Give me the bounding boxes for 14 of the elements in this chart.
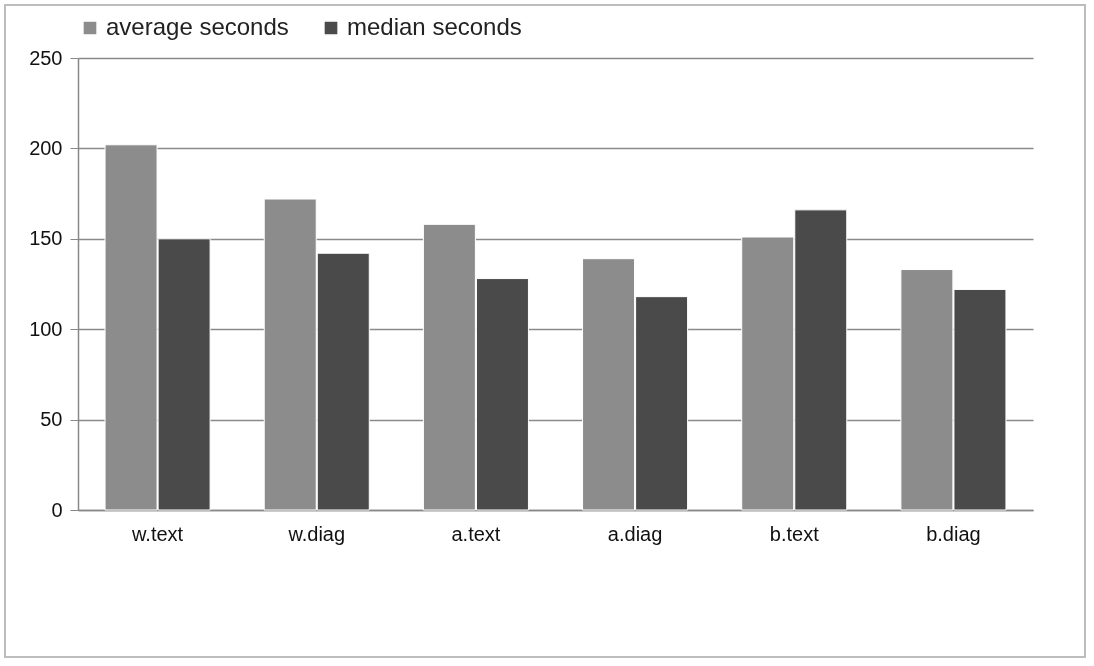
- y-tick-label: 250: [29, 46, 63, 69]
- y-tick-label: 0: [51, 498, 63, 521]
- y-tick-label: 150: [29, 227, 63, 250]
- y-tick-label: 50: [40, 408, 63, 431]
- x-tick-label: a.text: [451, 522, 501, 545]
- legend-label: median seconds: [347, 13, 522, 40]
- legend-label: average seconds: [106, 13, 289, 40]
- x-tick-label: b.diag: [926, 522, 981, 545]
- x-tick-label: w.diag: [287, 522, 346, 545]
- y-tick-label: 100: [29, 317, 63, 340]
- x-tick-label: a.diag: [607, 522, 663, 545]
- y-tick-label: 200: [29, 136, 63, 159]
- x-tick-label: b.text: [769, 522, 820, 545]
- x-tick-label: w.text: [131, 522, 184, 545]
